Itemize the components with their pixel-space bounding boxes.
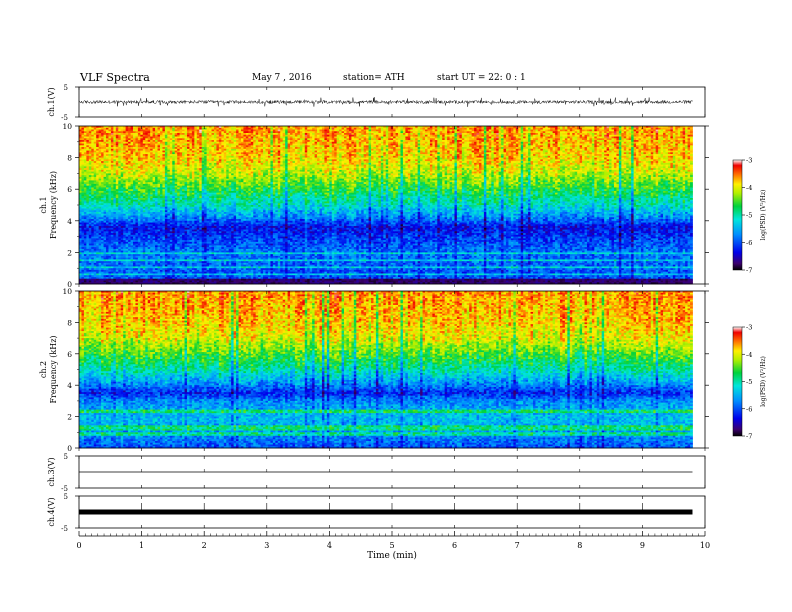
y-axis-label: Frequency (kHz) bbox=[49, 171, 58, 239]
spectrogram-cells bbox=[79, 291, 693, 448]
x-tick-label: 1 bbox=[139, 541, 144, 550]
y-tick-label: 2 bbox=[67, 413, 72, 422]
colorbar-tick-label: -4 bbox=[746, 351, 752, 359]
y-tick-label-bottom: -5 bbox=[61, 485, 68, 493]
x-tick-label: 9 bbox=[640, 541, 645, 550]
y-tick-label: 4 bbox=[67, 217, 72, 226]
ch1-waveform-panel: 5 -5 ch.1(V) bbox=[47, 84, 705, 122]
ch3-waveform-panel: 5 -5 ch.3(V) bbox=[47, 453, 705, 493]
y-tick-label-top: 5 bbox=[64, 493, 68, 501]
y-tick-label: 10 bbox=[62, 122, 72, 131]
y-tick-label: 4 bbox=[67, 381, 72, 390]
y-axis-label: Frequency (kHz) bbox=[49, 335, 58, 403]
ch4-waveform-panel: 5 -5 ch.4(V) bbox=[47, 493, 705, 533]
colorbar-tick-label: -7 bbox=[746, 267, 752, 275]
ch2-spectrogram-panel: 0 2 4 6 8 10 ch.2 Frequency (kHz) bbox=[39, 287, 709, 453]
waveform-trace bbox=[79, 97, 693, 107]
x-tick-label: 0 bbox=[76, 541, 81, 550]
colorbar bbox=[733, 160, 742, 270]
y-tick-label: 0 bbox=[67, 444, 72, 453]
x-tick-label: 2 bbox=[202, 541, 207, 550]
x-tick-label: 3 bbox=[264, 541, 269, 550]
y-tick-label: 8 bbox=[67, 318, 72, 327]
y-tick-label: 6 bbox=[67, 185, 72, 194]
y-tick-label: 8 bbox=[67, 154, 72, 163]
colorbar-tick-label: -3 bbox=[746, 324, 752, 332]
y-tick-label-bottom: -5 bbox=[61, 525, 68, 533]
waveform-trace bbox=[79, 510, 692, 515]
colorbar-tick-label: -5 bbox=[746, 378, 752, 386]
y-axis-label: ch.1(V) bbox=[47, 87, 56, 116]
colorbar bbox=[733, 327, 742, 436]
colorbar-tick-label: -5 bbox=[746, 212, 752, 220]
colorbars: -3 -4 -5 -6 -7 log(PSD) (V²/Hz) -3 -4 -5 -6 -7 log(… bbox=[733, 157, 767, 441]
y-tick-label-top: 5 bbox=[64, 84, 68, 92]
colorbar-tick-label: -3 bbox=[746, 157, 752, 165]
colorbar-label: log(PSD) (V²/Hz) bbox=[760, 190, 767, 241]
spectrogram-cells bbox=[79, 126, 693, 284]
y-tick-label-top: 5 bbox=[64, 453, 68, 461]
y-tick-label-bottom: -5 bbox=[61, 114, 68, 122]
y-tick-label: 10 bbox=[62, 287, 72, 296]
channel-label: ch.2 bbox=[39, 361, 48, 378]
x-tick-label: 6 bbox=[452, 541, 457, 550]
x-tick-label: 8 bbox=[577, 541, 582, 550]
y-axis-label: ch.3(V) bbox=[47, 457, 56, 486]
colorbar-tick-label: -6 bbox=[746, 239, 752, 247]
channel-label: ch.1 bbox=[39, 196, 48, 213]
y-tick-label: 6 bbox=[67, 350, 72, 359]
colorbar-label: log(PSD) (V²/Hz) bbox=[760, 356, 767, 407]
y-tick-label: 2 bbox=[67, 248, 72, 257]
colorbar-tick-label: -6 bbox=[746, 405, 752, 413]
x-tick-label: 5 bbox=[389, 541, 394, 550]
x-tick-label: 4 bbox=[327, 541, 332, 550]
time-axis: Time (min) 0 1 2 3 4 5 6 7 8 9 10 bbox=[76, 531, 710, 561]
x-tick-label: 7 bbox=[515, 541, 520, 550]
vlf-figure: 5-5ch.1(V) 0246810ch.1 Frequency (kHz) 02… bbox=[0, 0, 792, 612]
y-axis-label: ch.4(V) bbox=[47, 497, 56, 526]
colorbar-tick-label: -4 bbox=[746, 184, 752, 192]
colorbar-tick-label: -7 bbox=[746, 433, 752, 441]
x-axis-label: Time (min) bbox=[367, 550, 417, 561]
x-tick-label: 10 bbox=[700, 541, 710, 550]
